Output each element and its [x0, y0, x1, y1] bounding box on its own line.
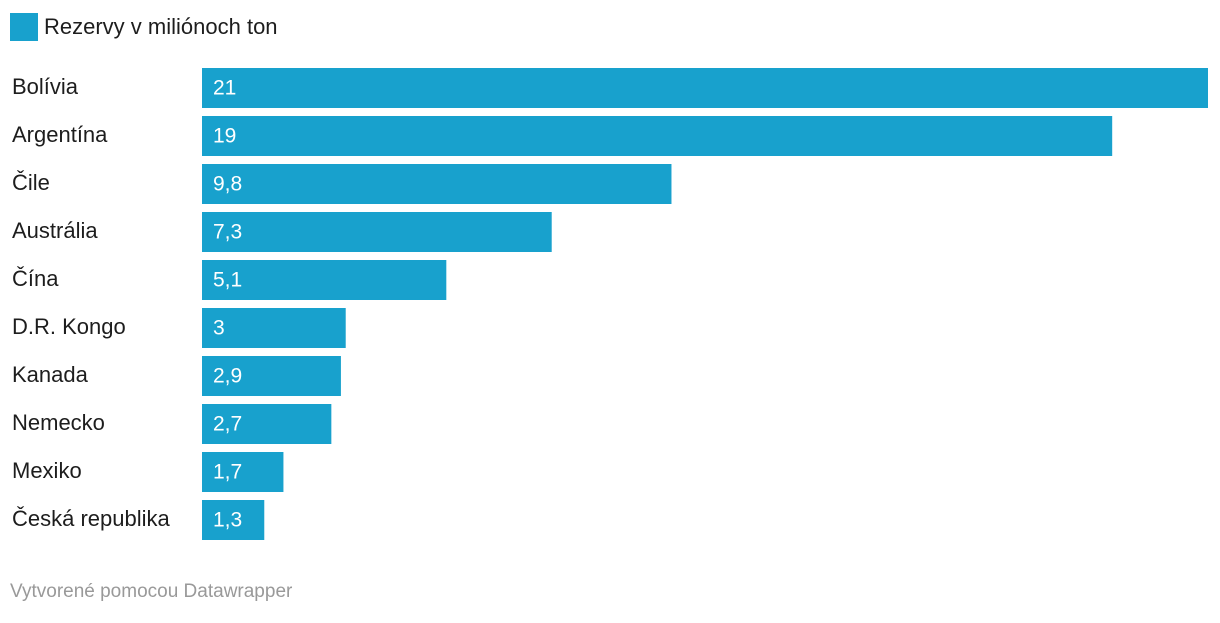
credit: Vytvorené pomocou Datawrapper: [10, 581, 293, 602]
value-label: 7,3: [213, 221, 242, 244]
category-label: Čína: [12, 266, 59, 291]
bar: [202, 260, 447, 300]
category-label: Austrália: [12, 218, 98, 243]
bar: [202, 212, 552, 252]
bar: [202, 116, 1113, 156]
value-label: 21: [213, 77, 236, 100]
value-label: 2,9: [213, 365, 242, 388]
category-label: Nemecko: [12, 410, 105, 435]
category-label: Česká republika: [12, 506, 171, 531]
bar: [202, 452, 284, 492]
bar: [202, 356, 341, 396]
category-label: Kanada: [12, 362, 89, 387]
category-label: D.R. Kongo: [12, 314, 126, 339]
value-label: 2,7: [213, 413, 242, 436]
category-label: Mexiko: [12, 458, 82, 483]
bar: [202, 308, 346, 348]
value-label: 3: [213, 317, 225, 340]
bar: [202, 500, 265, 540]
value-label: 19: [213, 125, 236, 148]
value-label: 5,1: [213, 269, 242, 292]
value-label: 1,3: [213, 509, 242, 532]
legend-swatch: [10, 13, 38, 41]
category-label: Argentína: [12, 122, 108, 147]
legend-label: Rezervy v miliónoch ton: [44, 14, 278, 39]
category-label: Čile: [12, 170, 50, 195]
value-label: 9,8: [213, 173, 242, 196]
bar: [202, 164, 672, 204]
bar: [202, 404, 332, 444]
value-label: 1,7: [213, 461, 242, 484]
category-label: Bolívia: [12, 74, 79, 99]
bar: [202, 68, 1208, 108]
